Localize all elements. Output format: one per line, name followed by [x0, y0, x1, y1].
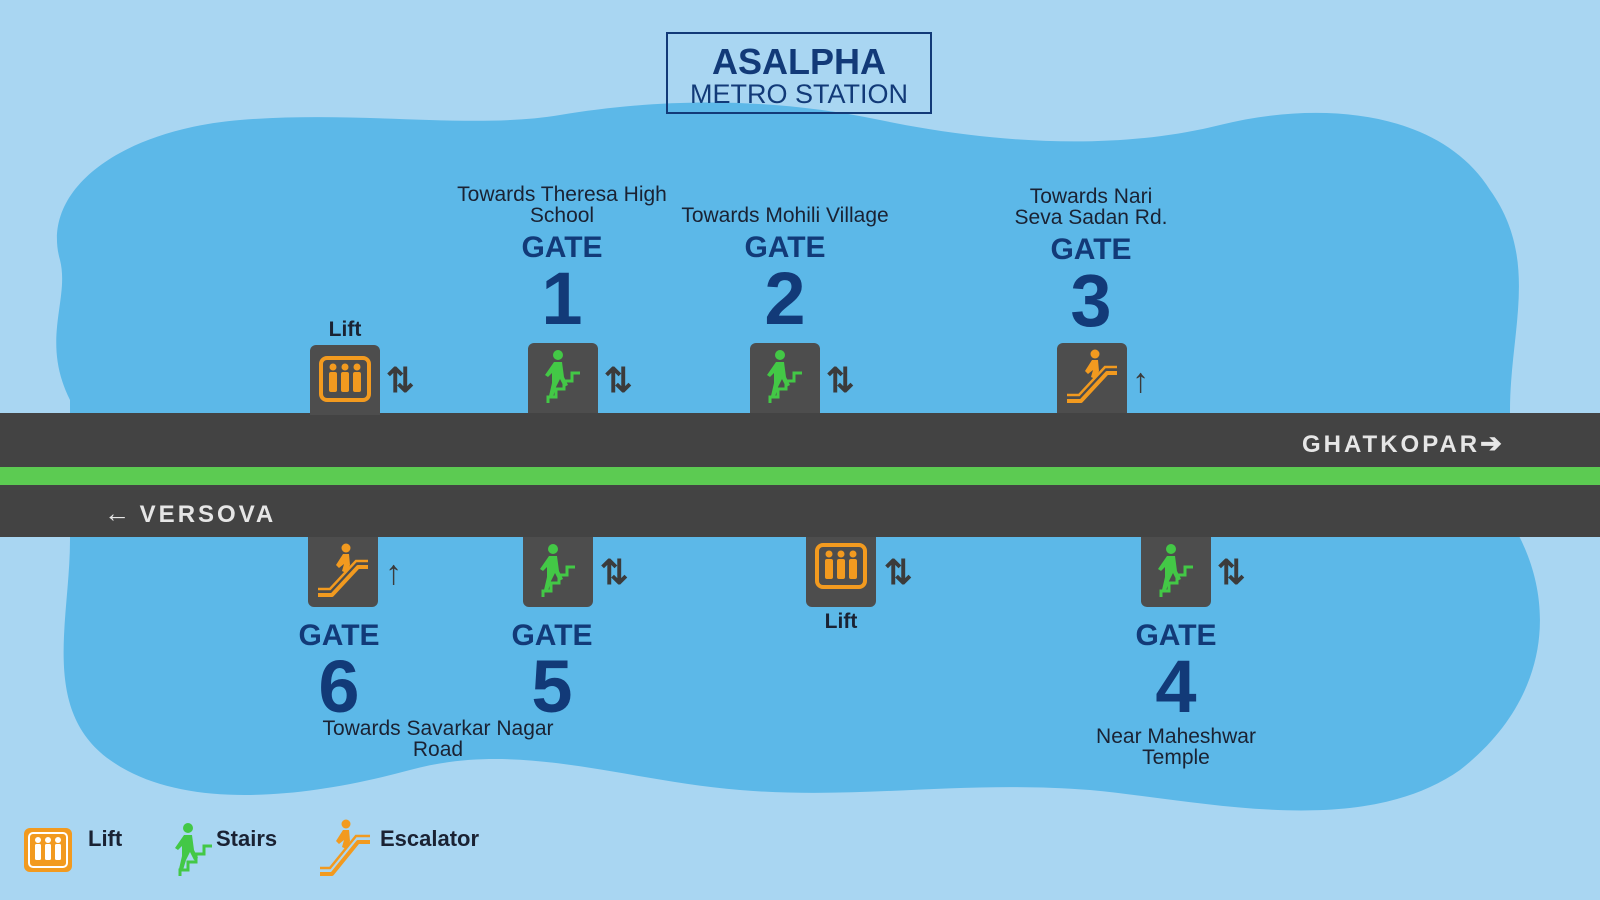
gate-1-updown-arrows: ⇅ [604, 362, 633, 400]
gate-5-word: GATE [511, 619, 593, 652]
lift-bottom-box[interactable] [806, 537, 876, 607]
gate-6-up-arrow: ↑ [385, 554, 402, 592]
gate-2-destination-line1 [635, 184, 935, 205]
track-eastbound [0, 413, 1600, 467]
gate-4-word: GATE [1135, 619, 1217, 652]
legend-lift-label: Lift [88, 826, 123, 851]
gate-3-up-arrow: ↑ [1132, 362, 1149, 400]
stairs-icon [767, 350, 802, 403]
station-name: ASALPHA [711, 41, 886, 82]
gate-2-destination-line2: Towards Mohili Village [681, 204, 889, 227]
stairs-icon [545, 350, 580, 403]
direction-ghatkopar: GHATKOPAR➔ [1302, 428, 1502, 459]
legend-lift-icon [24, 828, 72, 872]
lift-top-updown-arrows: ⇅ [386, 362, 415, 400]
gate-6-destination-line2: Road [412, 738, 464, 761]
gate-1: Towards Theresa High School GATE 1 [412, 183, 712, 340]
gate-2: Towards Mohili Village GATE 2 [635, 184, 935, 340]
lift-top-label: Lift [328, 318, 362, 341]
gate-3-destination-line2: Seva Sadan Rd. [1014, 206, 1168, 229]
stairs-icon [1158, 544, 1193, 597]
gate-4-destination-line1: Near Maheshwar [1096, 725, 1256, 748]
gate-3-access-box[interactable] [1057, 343, 1127, 413]
track-westbound [0, 485, 1600, 537]
gate-4-updown-arrows: ⇅ [1217, 554, 1246, 592]
gate-3-word: GATE [1050, 233, 1132, 266]
gate-2-number: 2 [764, 257, 806, 340]
gate-1-access-box[interactable] [528, 343, 598, 413]
gate-5-access-box[interactable] [523, 537, 593, 607]
lift-bottom-label: Lift [824, 610, 858, 633]
gate-6-access-box[interactable] [308, 537, 378, 607]
gate-6-destination: Towards Savarkar Nagar Road [288, 718, 588, 760]
gate-4-number: 4 [1155, 645, 1197, 728]
stairs-icon [540, 544, 575, 597]
legend-stairs-label: Stairs [216, 826, 278, 851]
escalator-icon [318, 543, 368, 597]
gate-5-updown-arrows: ⇅ [600, 554, 629, 592]
station-subtitle: METRO STATION [690, 79, 908, 109]
gate-5-number: 5 [531, 645, 573, 728]
lift-icon [319, 356, 371, 402]
station-title-box: ASALPHA METRO STATION [666, 32, 932, 114]
gate-2-updown-arrows: ⇅ [826, 362, 855, 400]
gate-4: GATE 4 Near Maheshwar Temple [1026, 619, 1326, 769]
gate-6-word: GATE [298, 619, 380, 652]
gate-3-destination-line1: Towards Nari [1029, 185, 1153, 208]
direction-ghatkopar-label: GHATKOPAR [1302, 431, 1481, 458]
gate-6: GATE 6 [189, 619, 489, 728]
legend-escalator-label: Escalator [380, 826, 480, 851]
direction-versova-label: VERSOVA [139, 501, 277, 528]
escalator-icon [1067, 349, 1117, 403]
gate-1-number: 1 [541, 257, 583, 340]
gate-6-destination-line1: Towards Savarkar Nagar [322, 717, 554, 740]
metro-line-green [0, 467, 1600, 485]
gate-3: Towards Nari Seva Sadan Rd. GATE 3 [941, 185, 1241, 342]
legend-escalator-icon [320, 819, 370, 876]
gate-4-access-box[interactable] [1141, 537, 1211, 607]
gate-5: GATE 5 [402, 619, 702, 728]
gate-2-word: GATE [744, 231, 826, 264]
legend-stairs-icon [175, 823, 212, 876]
gate-1-word: GATE [521, 231, 603, 264]
gate-4-destination-line2: Temple [1142, 746, 1210, 769]
lift-icon [815, 543, 867, 589]
gate-2-access-box[interactable] [750, 343, 820, 413]
gate-1-destination-line1: Towards Theresa High [457, 183, 667, 206]
gate-1-destination-line2: School [529, 204, 595, 227]
lift-top-box[interactable] [310, 345, 380, 415]
arrow-left-icon: ← [104, 498, 130, 528]
arrow-right-icon: ➔ [1480, 428, 1502, 458]
lift-bottom-updown-arrows: ⇅ [884, 554, 913, 592]
direction-versova: ← VERSOVA [104, 498, 276, 529]
gate-6-number: 6 [318, 645, 360, 728]
gate-3-number: 3 [1070, 259, 1112, 342]
